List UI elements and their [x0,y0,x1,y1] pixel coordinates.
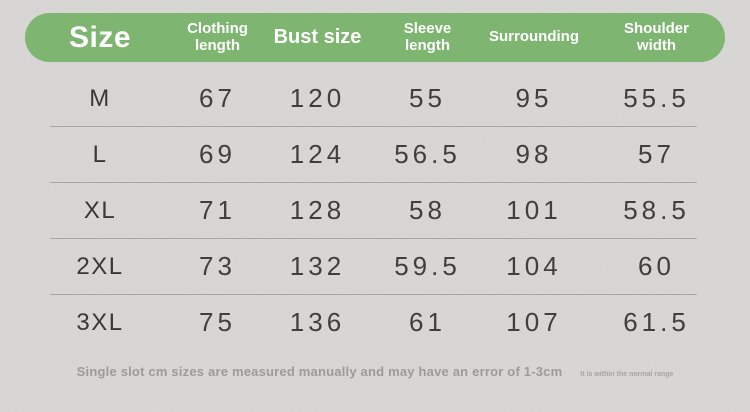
table-row-m: M 67 120 55 95 55.5 [25,71,725,126]
cell-shoulder-width: 57 [638,139,675,169]
column-header-bust-size: Bust size [273,26,362,49]
cell-clothing-length: 67 [199,83,236,113]
cell-bust-size: 128 [289,195,346,225]
cell-sleeve-length: 56.5 [394,139,461,169]
column-header-line: length [405,36,450,54]
cell-shoulder-width: 61.5 [623,307,690,337]
size-table: Size Clothing length Bust size Sleeve le… [25,13,725,350]
cell-sleeve-length: 61 [409,307,446,337]
cell-size: M [89,84,111,112]
cell-surrounding: 107 [506,307,562,337]
cell-sleeve-length: 59.5 [394,251,461,281]
cell-bust-size: 124 [289,139,346,169]
cell-surrounding: 98 [515,139,553,169]
cell-surrounding: 95 [515,83,553,113]
cell-sleeve-length: 55 [409,83,446,113]
column-header-line: width [636,36,677,54]
cell-shoulder-width: 58.5 [623,195,690,225]
table-row-xl: XL 71 128 58 101 58.5 [25,183,725,238]
column-header-sleeve-length: Sleeve length [375,19,480,55]
cell-shoulder-width: 55.5 [623,83,690,113]
cell-surrounding: 101 [506,195,562,225]
table-row-3xl: 3XL 75 136 61 107 61.5 [25,295,725,350]
cell-clothing-length: 73 [199,251,236,281]
cell-bust-size: 132 [289,251,346,281]
cell-clothing-length: 71 [199,195,236,225]
cell-clothing-length: 75 [199,307,236,337]
normal-range-note: It is within the normal range [580,371,674,378]
table-row-l: L 69 124 56.5 98 57 [25,127,725,182]
column-header-shoulder-width: Shoulder width [588,19,725,55]
column-header-surrounding: Surrounding [489,28,579,46]
table-header-row: Size Clothing length Bust size Sleeve le… [25,13,725,62]
cell-size: 2XL [76,252,124,280]
cell-shoulder-width: 60 [638,251,675,281]
table-row-2xl: 2XL 73 132 59.5 104 60 [25,239,725,294]
column-header-line: Sleeve [403,19,452,37]
column-header-clothing-length: Clothing length [175,19,260,55]
column-header-line: length [195,36,240,54]
column-header-line: Shoulder [623,19,689,37]
table-body: M 67 120 55 95 55.5 L 69 124 56.5 98 57 [25,71,725,350]
cell-size: XL [83,196,117,224]
column-header-size: Size [68,20,132,54]
cell-size: 3XL [76,308,124,336]
footer-note: Single slot cm sizes are measured manual… [0,364,750,379]
cell-sleeve-length: 58 [409,195,446,225]
measurement-note: Single slot cm sizes are measured manual… [76,364,563,379]
cell-clothing-length: 69 [199,139,236,169]
column-header-line: Clothing [187,19,248,37]
cell-surrounding: 104 [506,251,562,281]
cell-bust-size: 120 [289,83,346,113]
cell-size: L [92,140,108,168]
cell-bust-size: 136 [289,307,346,337]
